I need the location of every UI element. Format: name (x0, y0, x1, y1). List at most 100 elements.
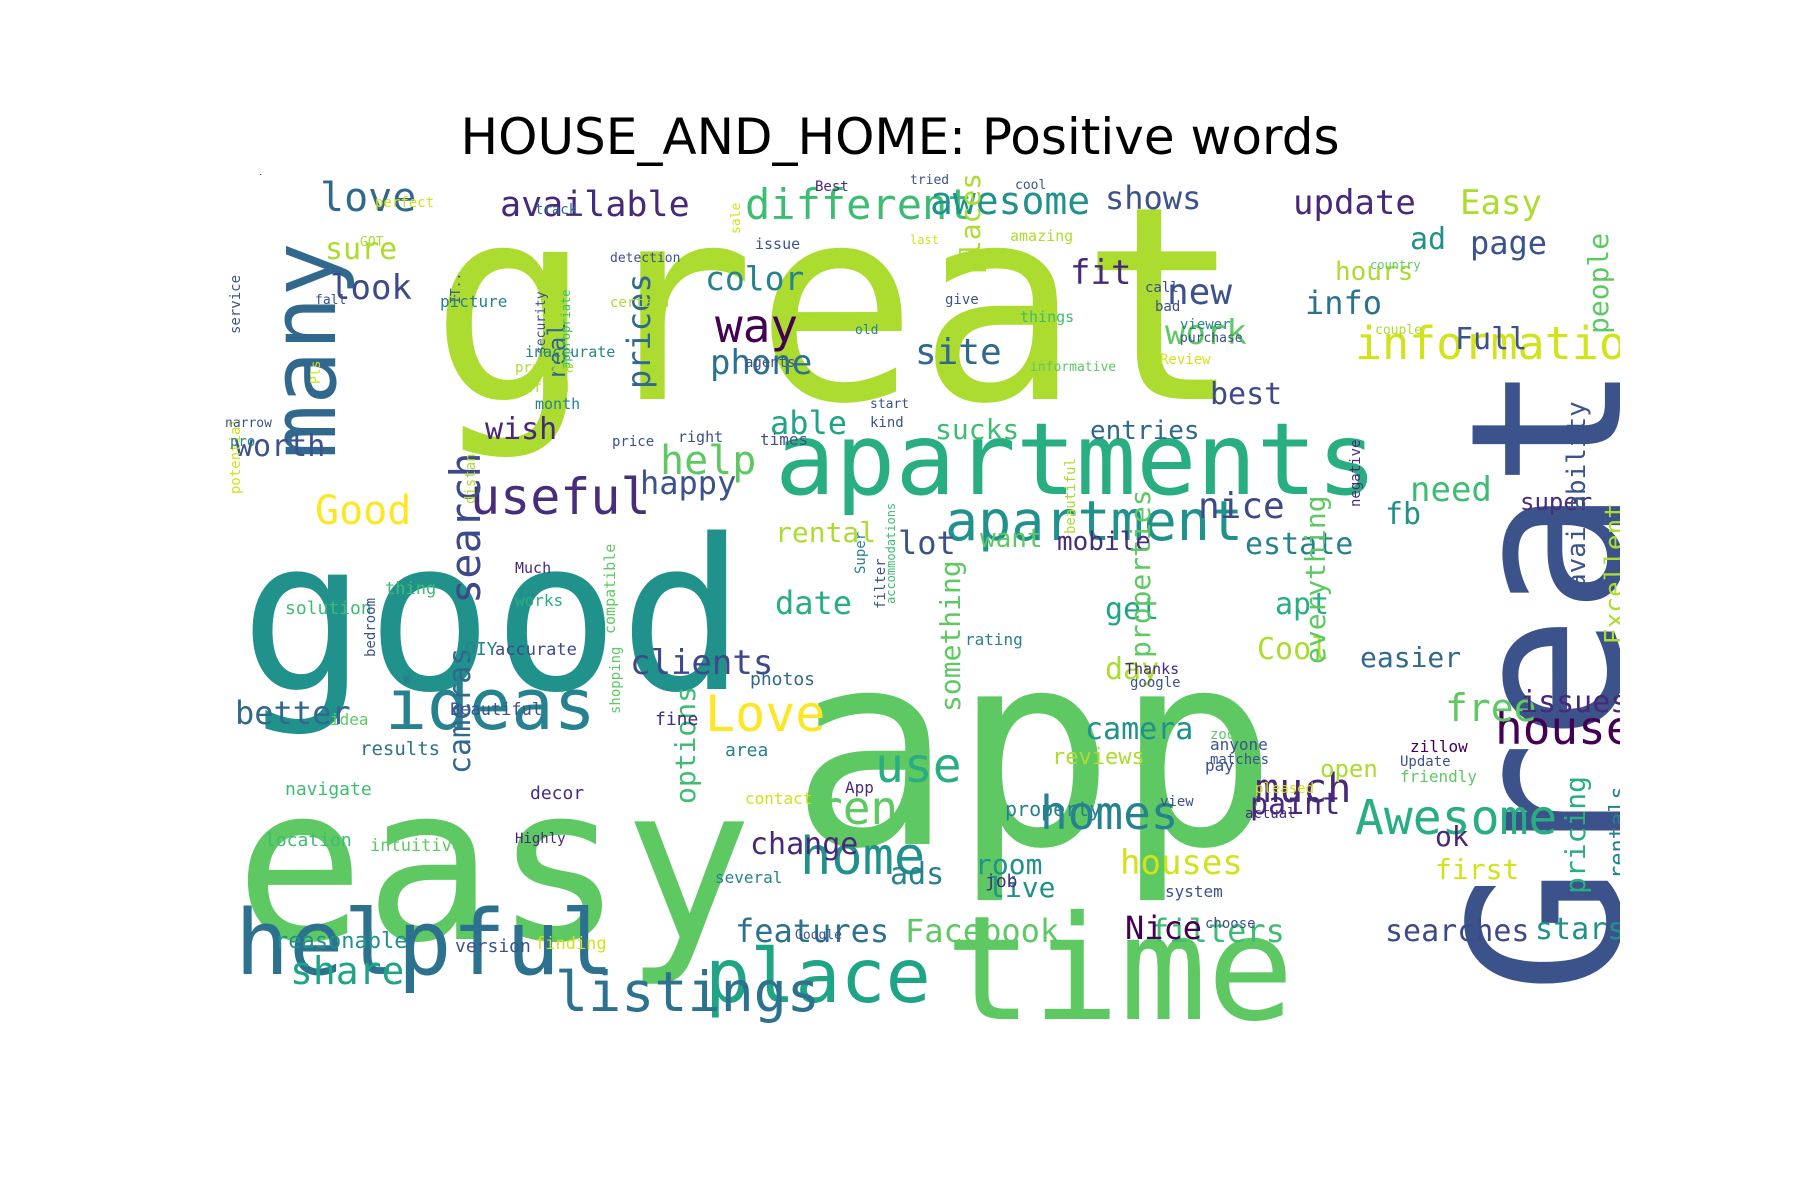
word-fall: fall (315, 293, 346, 308)
word-rentals: rentals (1606, 786, 1620, 879)
word-area: area (725, 740, 768, 761)
word-stars: stars (1535, 912, 1620, 947)
word-fb: fb (1385, 497, 1421, 532)
word-diy: DIY (465, 639, 498, 660)
word-perfect: perfect (375, 195, 434, 211)
word-service: service (228, 275, 244, 334)
word-happy: happy (640, 464, 736, 502)
word-look: look (330, 268, 412, 308)
word-way: way (715, 299, 798, 353)
word-great: great (430, 174, 1243, 463)
word-apartment: apartment (945, 489, 1243, 553)
word-new: new (1167, 272, 1232, 313)
word-pay: pay (1205, 756, 1234, 775)
word-fit: fit (1070, 253, 1131, 293)
word-cameras: cameras (443, 648, 478, 774)
word-google: Google (795, 928, 842, 943)
word-update: update (1293, 183, 1416, 223)
word-awesome: Awesome (1355, 790, 1557, 846)
word-decor: decor (530, 783, 584, 804)
word-first: first (1435, 853, 1519, 886)
word-ideas: ideas (385, 664, 596, 746)
word-change: change (750, 827, 858, 862)
word-kind: kind (870, 415, 904, 431)
word-prices: prices (620, 273, 658, 389)
word-color: color (705, 259, 804, 298)
word-property: property (1005, 797, 1101, 821)
word-paint: paint (1250, 787, 1340, 822)
word-price: price (612, 434, 654, 450)
word-time: time (945, 885, 1294, 1034)
word-start: start (870, 397, 909, 412)
word-free: free (1445, 686, 1537, 730)
word-help: help (660, 438, 756, 484)
word-sale: sale (729, 203, 744, 234)
word-thanks: Thanks (1125, 660, 1179, 678)
word-good: good (240, 494, 746, 739)
word-use: use (875, 738, 962, 794)
word-cool: Cool (1257, 632, 1329, 667)
word-houses: houses (1120, 843, 1243, 883)
word-solution: solution (285, 598, 372, 619)
word-apartments: apartments (775, 401, 1377, 518)
word-right: right (678, 428, 723, 446)
word-pricing: pricing (1559, 776, 1592, 894)
word-much: Much (515, 559, 551, 577)
word-much: much (1255, 766, 1351, 812)
word-issues: issues (1520, 685, 1620, 720)
word-info: info (1305, 284, 1382, 322)
word-fine: fine (655, 709, 698, 730)
word-informative: informative (1030, 360, 1116, 375)
word-share: share (290, 949, 404, 993)
word-able: able (770, 404, 847, 442)
word-distance: distance (463, 437, 479, 504)
word-filters: filters (1150, 912, 1285, 950)
word-easy: easy (235, 739, 753, 990)
word-want: want (980, 524, 1043, 554)
word-alfred: Alfred (515, 378, 569, 396)
word-intuitive: intuitive (370, 836, 462, 856)
word-properties: properties (1124, 489, 1157, 658)
word-couple: couple (1375, 323, 1422, 338)
word-track: track (535, 202, 578, 218)
word-photos: photos (750, 669, 815, 690)
word-easier: easier (1360, 641, 1461, 674)
word-people: people (1582, 233, 1615, 334)
word-amazing: amazing (1010, 227, 1073, 245)
word-country: country (1370, 258, 1421, 272)
word-live: live (988, 871, 1055, 904)
word-home: home (800, 827, 925, 887)
word-many: many (252, 242, 357, 459)
word-page: page (1470, 224, 1547, 262)
word-availability: availability (1562, 401, 1592, 589)
word-apt: apt (1275, 587, 1329, 622)
word-day: day (1105, 652, 1159, 687)
word-love: love (320, 175, 416, 221)
word-great: Great (1425, 362, 1620, 994)
word-last: last (910, 233, 939, 247)
word-appropriate: appropriate (559, 290, 573, 369)
word-choose: choose (1205, 916, 1256, 932)
word-good: Good (315, 488, 411, 534)
word-security: security (534, 291, 549, 354)
word-detection: detection (610, 251, 680, 266)
word-different: different (745, 180, 973, 229)
word-house: house (1495, 701, 1620, 755)
word-worth: worth (235, 429, 325, 464)
word-get: get (1105, 592, 1159, 627)
word-pleased: pleased (1255, 781, 1314, 797)
word-ad: ad (1410, 222, 1446, 257)
word-old: old (855, 323, 878, 338)
word-facebook: Facebook (905, 912, 1059, 950)
word-times: times (760, 430, 808, 449)
word-nice: Nice (1125, 909, 1202, 947)
word-potential: potential (228, 418, 244, 494)
word-rental: rental (775, 516, 876, 549)
word-lot: lot (898, 524, 956, 562)
word-helpful: helpful (235, 891, 614, 996)
word-open: open (1320, 755, 1378, 783)
word-inaccurate: inaccurate (525, 343, 615, 361)
word-ads: ads (890, 857, 944, 892)
word-shopping: shopping (608, 647, 624, 714)
